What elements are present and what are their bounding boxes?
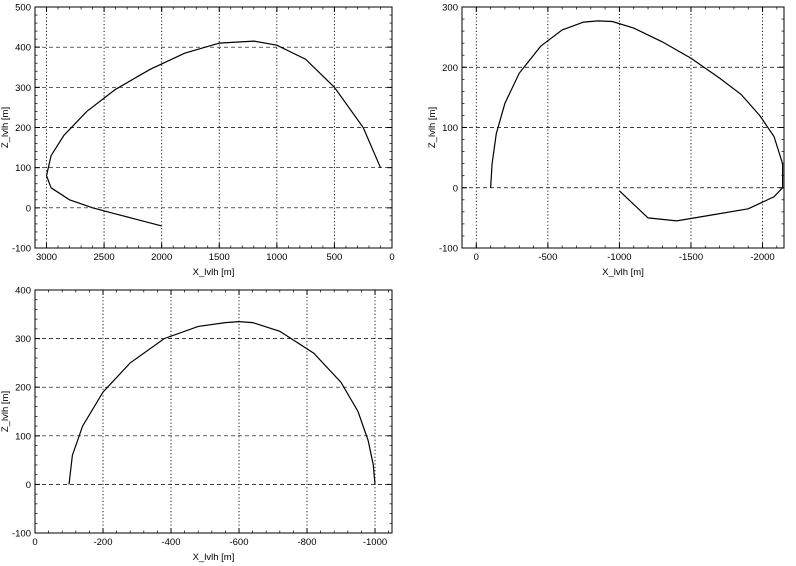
y-tick-label: 300: [442, 3, 458, 14]
y-tick-label: 300: [15, 83, 31, 94]
y-tick-label: 100: [442, 123, 458, 134]
y-tick-label: -100: [12, 529, 31, 540]
plot-frame: [34, 289, 393, 534]
y-tick-label: 200: [442, 63, 458, 74]
y-tick-label: 100: [15, 163, 31, 174]
x-axis-title: X_lvlh [m]: [193, 552, 235, 563]
x-tick-label: 0: [389, 252, 394, 263]
x-tick-label: 500: [326, 252, 342, 263]
x-tick-label: 2000: [151, 252, 172, 263]
y-tick-label: 400: [15, 43, 31, 54]
x-axis-title: X_lvlh [m]: [193, 267, 235, 278]
x-tick-label: 3000: [36, 252, 57, 263]
x-tick-label: -400: [161, 537, 180, 548]
x-tick-label: 0: [474, 252, 479, 263]
x-tick-label: -1000: [363, 537, 387, 548]
trajectory-line: [45, 40, 382, 227]
y-tick-label: 300: [15, 334, 31, 345]
x-axis-title: X_lvlh [m]: [602, 267, 644, 278]
x-tick-label: -1500: [679, 252, 703, 263]
plot-frame: [34, 6, 393, 249]
x-tick-label: -500: [538, 252, 557, 263]
x-tick-label: -800: [297, 537, 316, 548]
y-tick-label: 500: [15, 3, 31, 14]
y-axis-title: Z_lvlh [m]: [0, 107, 11, 148]
plot-frame: [461, 6, 785, 249]
y-tick-label: 100: [15, 431, 31, 442]
y-tick-label: -100: [12, 244, 31, 255]
y-tick-label: 0: [26, 480, 31, 491]
x-tick-label: 2500: [94, 252, 115, 263]
y-axis-title: Z_lvlh [m]: [427, 107, 438, 148]
top-left-plot: 3000 2500 2000 1500 1000 500 0 -100 0 100 200 300 40…: [0, 3, 395, 279]
x-tick-label: -600: [229, 537, 248, 548]
x-tick-label: 1000: [266, 252, 287, 263]
trajectory-line: [68, 320, 376, 485]
y-tick-label: 0: [453, 183, 458, 194]
x-tick-label: -200: [93, 537, 112, 548]
trajectory-line: [490, 20, 784, 222]
x-tick-label: -1000: [607, 252, 631, 263]
x-tick-label: -2000: [750, 252, 774, 263]
y-tick-label: 200: [15, 383, 31, 394]
top-right-plot: 0 -500 -1000 -1500 -2000-1000100200300X_lvlh…: [427, 3, 785, 278]
y-tick-label: 0: [26, 203, 31, 214]
y-tick-label: 200: [15, 123, 31, 134]
y-tick-label: 400: [15, 286, 31, 297]
y-tick-label: -100: [439, 244, 458, 255]
x-tick-label: 1500: [209, 252, 230, 263]
x-tick-label: 0: [32, 537, 37, 548]
bottom-left-plot: 0 -200 -400 -600 -800 -1000-1000100200300400X…: [0, 286, 393, 563]
y-axis-title: Z_lvlh [m]: [0, 391, 11, 432]
